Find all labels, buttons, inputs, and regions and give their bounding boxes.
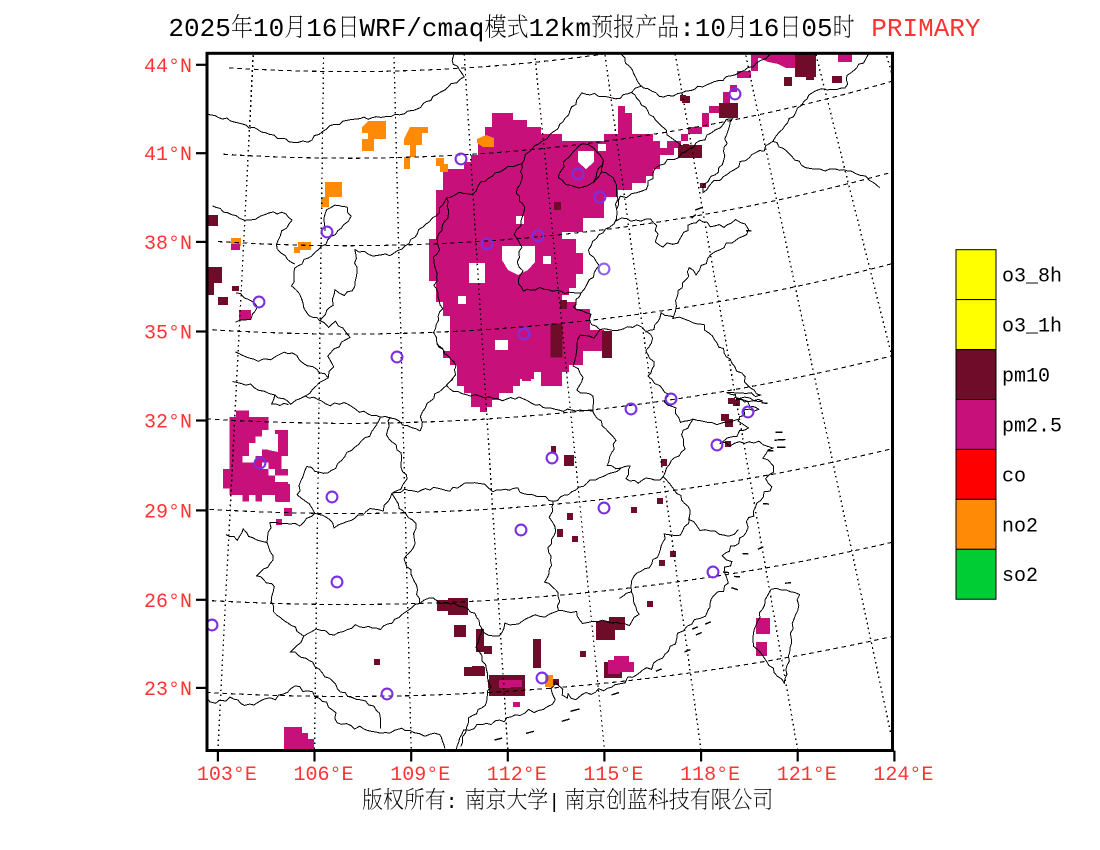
svg-text:16: 16 (306, 14, 337, 44)
svg-text:10: 10 (253, 14, 284, 44)
svg-text:118°E: 118°E (680, 764, 740, 787)
svg-text:115°E: 115°E (583, 764, 643, 787)
svg-text:o3_1h: o3_1h (1002, 316, 1062, 339)
svg-text:112°E: 112°E (487, 764, 547, 787)
svg-text::: : (446, 792, 458, 815)
svg-text:|: | (548, 792, 560, 815)
svg-text:2025: 2025 (168, 14, 230, 44)
svg-text:38°N: 38°N (144, 233, 192, 256)
svg-text:26°N: 26°N (144, 591, 192, 614)
svg-text:so2: so2 (1002, 565, 1038, 588)
svg-text:121°E: 121°E (777, 764, 837, 787)
svg-text:12km: 12km (529, 14, 591, 44)
svg-text:103°E: 103°E (197, 764, 257, 787)
svg-text:35°N: 35°N (144, 323, 192, 346)
svg-text::: : (679, 14, 695, 44)
svg-text:124°E: 124°E (873, 764, 933, 787)
svg-text:o3_8h: o3_8h (1002, 266, 1062, 289)
svg-text:co: co (1002, 465, 1026, 488)
svg-text:10: 10 (695, 14, 726, 44)
svg-text:23°N: 23°N (144, 679, 192, 702)
svg-text:pm10: pm10 (1002, 366, 1050, 389)
svg-text:109°E: 109°E (390, 764, 450, 787)
svg-text:106°E: 106°E (293, 764, 353, 787)
svg-text:pm2.5: pm2.5 (1002, 416, 1062, 439)
svg-text:41°N: 41°N (144, 144, 192, 167)
svg-text:16: 16 (748, 14, 779, 44)
svg-text:PRIMARY: PRIMARY (871, 14, 981, 44)
svg-text:32°N: 32°N (144, 412, 192, 435)
svg-text:no2: no2 (1002, 515, 1038, 538)
svg-text:05: 05 (801, 14, 832, 44)
svg-text:44°N: 44°N (144, 56, 192, 79)
svg-text:WRF/cmaq: WRF/cmaq (360, 14, 485, 44)
svg-text:29°N: 29°N (144, 501, 192, 524)
